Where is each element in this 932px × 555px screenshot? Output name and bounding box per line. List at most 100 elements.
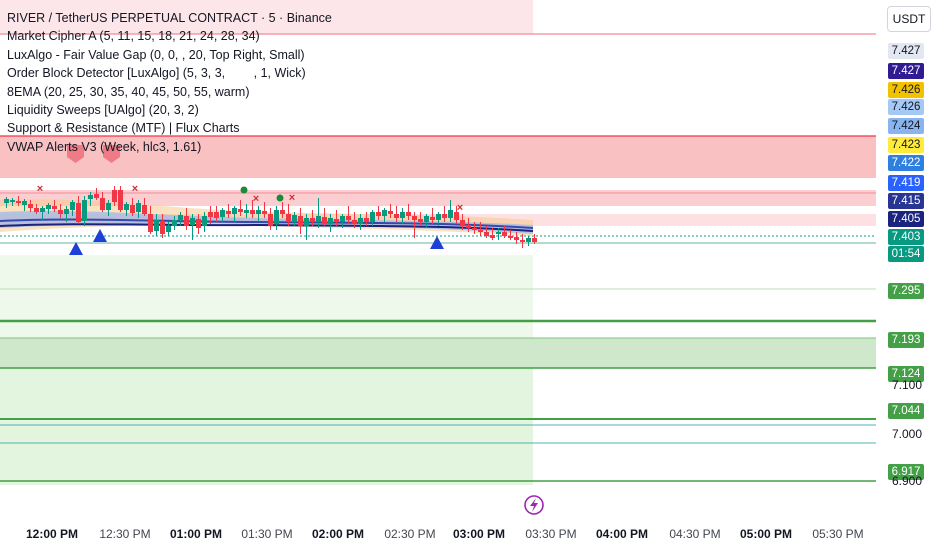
upper-pink-zone bbox=[0, 0, 533, 34]
candle bbox=[160, 214, 165, 238]
x-icon: × bbox=[37, 183, 43, 195]
candle bbox=[232, 206, 237, 222]
candle bbox=[184, 208, 189, 230]
candle bbox=[436, 212, 441, 226]
candle bbox=[262, 202, 267, 218]
candle bbox=[226, 204, 231, 218]
candle bbox=[442, 206, 447, 222]
candle bbox=[406, 204, 411, 220]
chart-legend: RIVER / TetherUS PERPETUAL CONTRACT · 5 … bbox=[7, 9, 332, 156]
candle bbox=[502, 226, 507, 238]
candle bbox=[154, 214, 159, 236]
price-tag: 7.295 bbox=[888, 283, 924, 299]
time-tick-label: 05:30 PM bbox=[812, 527, 864, 541]
candle bbox=[82, 196, 87, 226]
indicator-vwap-alerts[interactable]: VWAP Alerts V3 (Week, hlc3, 1.61) bbox=[7, 139, 202, 154]
candle bbox=[268, 208, 273, 230]
indicator-order-block[interactable]: Order Block Detector [LuxAlgo] (5, 3, 3,… bbox=[7, 66, 306, 81]
candle bbox=[478, 222, 483, 236]
candle bbox=[214, 206, 219, 222]
candle bbox=[286, 204, 291, 226]
candle bbox=[448, 200, 453, 222]
candle bbox=[292, 212, 297, 226]
symbol-title[interactable]: RIVER / TetherUS PERPETUAL CONTRACT · 5 … bbox=[7, 11, 332, 25]
candle bbox=[52, 200, 57, 212]
candle bbox=[526, 236, 531, 246]
candle bbox=[484, 226, 489, 238]
triangle-up-icon bbox=[93, 229, 107, 242]
candle bbox=[28, 200, 33, 212]
candle bbox=[328, 214, 333, 232]
candle bbox=[274, 206, 279, 230]
price-tag: 7.193 bbox=[888, 332, 924, 348]
price-tag: 7.426 bbox=[888, 82, 924, 98]
price-tag: 7.403 bbox=[888, 229, 924, 245]
candle bbox=[112, 186, 117, 206]
sweep-marker bbox=[103, 145, 120, 163]
candle bbox=[298, 208, 303, 234]
candle bbox=[76, 196, 81, 224]
candle bbox=[388, 204, 393, 218]
resistance-band-1 bbox=[0, 190, 876, 206]
candle bbox=[106, 200, 111, 216]
candle bbox=[220, 208, 225, 222]
candle bbox=[382, 208, 387, 222]
candle bbox=[256, 206, 261, 222]
candle bbox=[340, 214, 345, 228]
candle bbox=[250, 200, 255, 218]
candle bbox=[418, 212, 423, 226]
candle bbox=[88, 192, 93, 206]
candle bbox=[490, 228, 495, 240]
candle bbox=[364, 212, 369, 226]
price-tag: 7.405 bbox=[888, 211, 924, 227]
support-zone bbox=[0, 338, 876, 368]
currency-button[interactable]: USDT bbox=[887, 6, 931, 32]
x-icon: × bbox=[289, 192, 295, 204]
candle bbox=[166, 222, 171, 236]
time-tick-label: 12:00 PM bbox=[25, 527, 79, 541]
candle bbox=[532, 234, 537, 244]
candle bbox=[394, 206, 399, 222]
candle bbox=[412, 212, 417, 238]
candle bbox=[496, 228, 501, 240]
candle bbox=[508, 230, 513, 240]
indicator-8ema[interactable]: 8EMA (20, 25, 30, 35, 40, 45, 50, 55, wa… bbox=[7, 84, 250, 99]
indicator-liquidity-sweeps[interactable]: Liquidity Sweeps [UAlgo] (20, 3, 2) bbox=[7, 103, 199, 118]
candle bbox=[22, 199, 27, 211]
candle bbox=[16, 196, 21, 206]
candle bbox=[424, 214, 429, 228]
candle bbox=[4, 197, 9, 208]
candle bbox=[244, 204, 249, 218]
price-tag: 7.426 bbox=[888, 99, 924, 115]
indicator-market-cipher[interactable]: Market Cipher A (5, 11, 15, 18, 21, 24, … bbox=[7, 29, 260, 44]
candle bbox=[94, 188, 99, 200]
y-tick-label: 7.100 bbox=[892, 378, 923, 392]
indicator-support-resistance[interactable]: Support & Resistance (MTF) | Flux Charts bbox=[7, 121, 240, 136]
candle bbox=[70, 200, 75, 216]
candle bbox=[10, 198, 15, 206]
indicator-fair-value-gap[interactable]: LuxAlgo - Fair Value Gap (0, 0, , 20, To… bbox=[7, 47, 305, 62]
candle bbox=[34, 204, 39, 214]
time-tick-label: 03:00 PM bbox=[452, 527, 506, 541]
candle bbox=[520, 234, 525, 248]
x-icon: × bbox=[457, 202, 463, 214]
time-tick-label: 05:00 PM bbox=[739, 527, 793, 541]
candle bbox=[430, 208, 435, 224]
price-tag: 7.423 bbox=[888, 137, 924, 153]
candles-group bbox=[4, 186, 537, 248]
candle bbox=[400, 208, 405, 224]
candle bbox=[334, 210, 339, 226]
time-tick-label: 02:30 PM bbox=[384, 527, 436, 541]
lightning-icon[interactable] bbox=[524, 495, 544, 515]
candle bbox=[316, 198, 321, 228]
signal-markers: × × × × × bbox=[37, 145, 463, 255]
time-tick-label: 02:00 PM bbox=[311, 527, 365, 541]
candle bbox=[46, 203, 51, 214]
time-tick-label: 01:30 PM bbox=[241, 527, 293, 541]
candle bbox=[196, 214, 201, 234]
price-tag: 7.415 bbox=[888, 193, 924, 209]
price-tag: 01:54 bbox=[888, 246, 924, 262]
candle bbox=[190, 214, 195, 240]
